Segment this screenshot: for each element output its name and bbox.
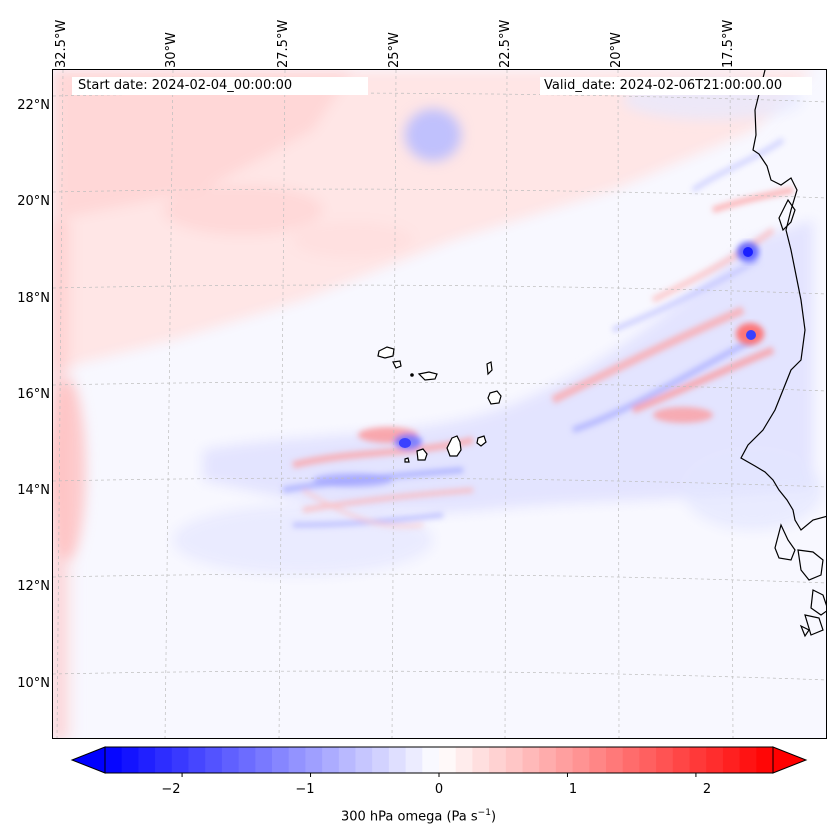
colorbar-cell (505, 747, 524, 773)
island-santo-antao (377, 346, 395, 359)
colorbar-cell (572, 747, 590, 773)
colorbar-cell (455, 747, 473, 773)
colorbar-cell (639, 747, 657, 773)
colorbar-tick-marks (181, 773, 697, 777)
lat-label-22n: 22°N (17, 98, 50, 113)
colorbar-cell (689, 747, 707, 773)
island-brava (404, 457, 410, 463)
colorbar-cell (439, 747, 457, 773)
cape-verde-islands (377, 346, 502, 463)
colorbar-label-text: 300 hPa omega (Pa s (340, 809, 478, 825)
colorbar-cell (205, 747, 223, 773)
island-sao-nicolau (417, 371, 438, 381)
lon-label-17-5w: 17.5°W (721, 19, 736, 68)
colorbar-cell (555, 747, 574, 773)
colorbar-cell (272, 747, 290, 773)
island-santiago (446, 435, 462, 457)
colorbar-cell (756, 747, 774, 773)
coastline (740, 70, 826, 638)
lon-label-32-5w: 32.5°W (54, 19, 69, 68)
colorbar-label: 300 hPa omega (Pa s−1) (0, 808, 837, 824)
colorbar-cell (121, 747, 139, 773)
valid-date-text: Valid_date: 2024-02-06T21:00:00.00 (544, 78, 783, 93)
lat-label-10n: 10°N (17, 676, 50, 691)
lat-label-18n: 18°N (17, 291, 50, 306)
colorbar-tick-1: 1 (568, 782, 578, 797)
colorbar-cell (305, 747, 323, 773)
island-sal (486, 361, 493, 376)
lon-label-22-5w: 22.5°W (498, 19, 513, 68)
lat-label-16n: 16°N (17, 387, 50, 402)
colorbar-tick-2: 2 (702, 782, 712, 797)
colorbar-cell (238, 747, 256, 773)
lat-label-14n: 14°N (17, 483, 50, 498)
colorbar-cell (105, 747, 123, 773)
colorbar-cell (539, 747, 557, 773)
colorbar-cell (422, 747, 440, 773)
omega-field-map (53, 70, 826, 738)
lon-label-30w: 30°W (164, 32, 179, 68)
colorbar-cell (472, 747, 490, 773)
colorbar-cell (188, 747, 206, 773)
colorbar-cell (405, 747, 423, 773)
lon-label-25w: 25°W (387, 32, 402, 68)
colorbar-cell (372, 747, 390, 773)
island-fogo (416, 448, 428, 461)
start-date-label: Start date: 2024-02-04_00:00:00 (72, 77, 368, 95)
colorbar-label-suffix: ) (490, 809, 497, 825)
colorbar-cell (522, 747, 540, 773)
colorbar-cell (221, 747, 240, 773)
colorbar-label-exponent: −1 (477, 808, 491, 818)
colorbar-min-extend-arrow (70, 746, 106, 774)
lat-label-12n: 12°N (17, 579, 50, 594)
colorbar-cell (739, 747, 757, 773)
colorbar-cell (589, 747, 607, 773)
lon-label-27-5w: 27.5°W (276, 19, 291, 68)
colorbar-cell (622, 747, 640, 773)
island-santa-luzia (410, 373, 414, 377)
colorbar-tick-0: 0 (434, 782, 444, 797)
colorbar-cell (706, 747, 724, 773)
island-maio (476, 435, 487, 447)
colorbar-cell (338, 747, 357, 773)
lat-label-20n: 20°N (17, 194, 50, 209)
colorbar-cell (388, 747, 407, 773)
colorbar-cell (489, 747, 507, 773)
colorbar-cell (155, 747, 173, 773)
colorbar-cell (288, 747, 306, 773)
colorbar-cell (672, 747, 691, 773)
colorbar-cells (105, 747, 774, 773)
colorbar-cell (355, 747, 373, 773)
colorbar-max-extend-arrow (772, 746, 808, 774)
colorbar-cell (255, 747, 273, 773)
colorbar-cell (606, 747, 624, 773)
colorbar-cell (138, 747, 156, 773)
colorbar-cell (722, 747, 741, 773)
colorbar-cell (171, 747, 190, 773)
island-boa-vista (487, 390, 502, 405)
lon-label-20w: 20°W (609, 32, 624, 68)
colorbar-cell (322, 747, 340, 773)
valid-date-label: Valid_date: 2024-02-06T21:00:00.00 (540, 77, 812, 95)
colorbar-tick-neg1: −1 (295, 782, 315, 797)
map-panel (52, 69, 827, 739)
island-sao-vicente (392, 360, 402, 369)
positive-omega-region (53, 70, 813, 738)
colorbar (70, 746, 808, 777)
colorbar-tick-neg2: −2 (161, 782, 181, 797)
start-date-text: Start date: 2024-02-04_00:00:00 (78, 78, 293, 93)
omega-cores (399, 242, 764, 448)
colorbar-cell (656, 747, 674, 773)
